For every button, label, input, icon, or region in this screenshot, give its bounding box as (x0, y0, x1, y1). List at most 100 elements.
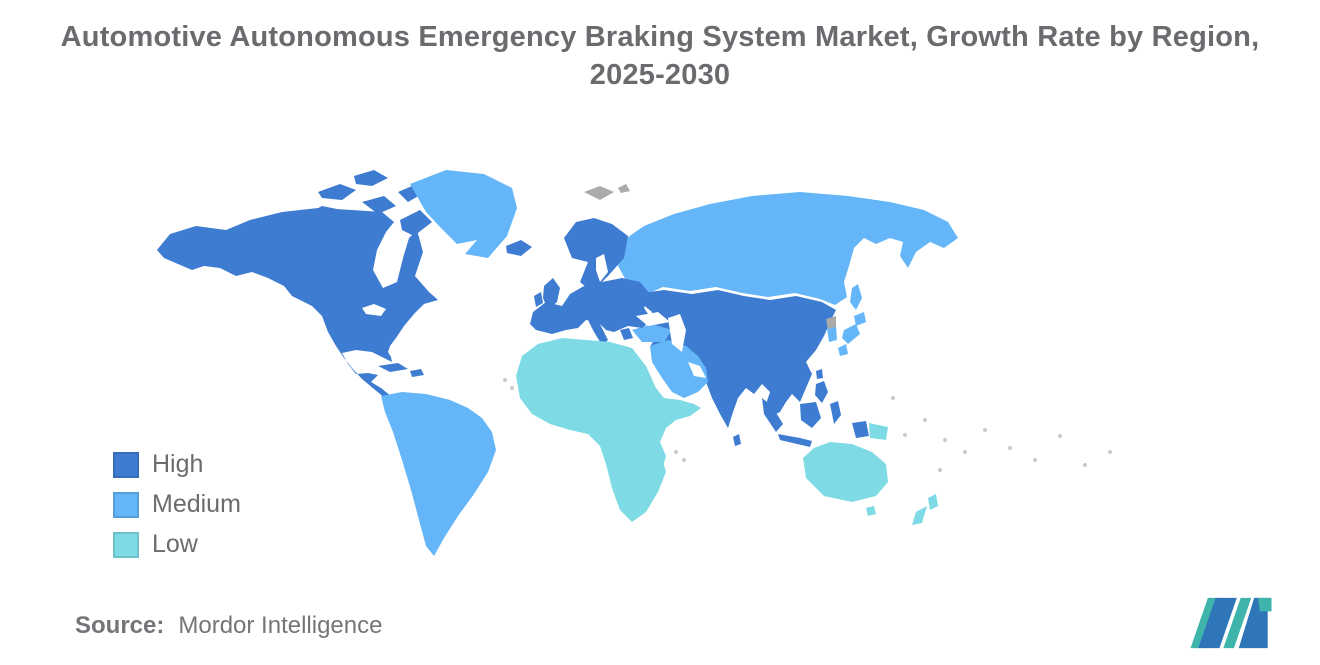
legend-label-low: Low (152, 530, 198, 558)
region-arctic-island-shape (318, 184, 356, 200)
region-iceland-shape (506, 240, 532, 256)
region-papua-new-guinea-shape (869, 423, 888, 440)
region-north-america-shape (157, 208, 438, 409)
great-lakes-water (362, 304, 386, 316)
region-uk-shape (543, 278, 560, 310)
island-dot (943, 438, 947, 442)
island-dot (903, 433, 907, 437)
island-dot (674, 450, 678, 454)
region-philippines-shape (815, 381, 828, 403)
island-dot (983, 428, 987, 432)
region-kyushu-shape (838, 344, 848, 356)
region-europe-mainland-shape (530, 278, 652, 334)
region-europe (506, 218, 652, 345)
region-hokkaido-shape (854, 312, 866, 326)
island-dot (510, 386, 514, 390)
legend-item-low: Low (113, 530, 241, 559)
region-java-shape (778, 434, 812, 447)
baltic-sea-water (596, 254, 608, 282)
region-scandinavia-shape (564, 218, 628, 292)
region-indonesia (762, 398, 869, 447)
legend-label-medium: Medium (152, 490, 241, 518)
region-japan (827, 312, 866, 356)
region-north-america (157, 170, 438, 409)
region-turkey-shape (632, 324, 672, 342)
island-dot (503, 378, 507, 382)
region-arabia-shape (650, 340, 708, 398)
source-attribution: Source: Mordor Intelligence (75, 612, 382, 640)
region-italy-shape (588, 316, 608, 345)
region-south-korea-shape (827, 325, 837, 342)
legend-swatch-low (113, 531, 139, 558)
region-west-papua-shape (852, 421, 869, 438)
legend-swatch-high (113, 451, 139, 478)
region-svalbard-shape (584, 186, 614, 200)
island-dot (938, 468, 942, 472)
island-dot (1108, 450, 1112, 454)
region-new-zealand-north-shape (928, 494, 938, 510)
region-russia-shape (616, 192, 958, 305)
region-papua-new-guinea (869, 423, 888, 440)
region-madagascar-shape (652, 442, 666, 478)
region-africa-shape (516, 338, 701, 522)
water-overlays (362, 254, 706, 378)
region-arctic-island-shape (300, 206, 342, 224)
region-greenland (410, 170, 517, 258)
region-greenland-shape (410, 170, 517, 258)
mordor-intelligence-logo (1190, 597, 1272, 649)
region-arctic-island-shape (362, 196, 396, 214)
region-hispaniola-shape (410, 369, 424, 377)
region-arctic-island-shape (354, 170, 388, 186)
region-novaya-zemlya-shape (668, 212, 698, 236)
region-cuba-shape (378, 363, 408, 372)
legend-label-high: High (152, 450, 204, 478)
region-sulawesi-shape (830, 401, 841, 424)
logo-teal-band-middle (1223, 597, 1252, 649)
persian-gulf-water (688, 362, 706, 378)
region-honshu-shape (842, 324, 860, 344)
region-new-zealand-south-shape (912, 506, 927, 525)
region-taiwan-shape (816, 369, 823, 379)
region-sakhalin-shape (850, 284, 862, 310)
region-borneo-shape (800, 402, 821, 428)
island-dot (1058, 434, 1062, 438)
island-dot (682, 458, 686, 462)
island-dots (503, 378, 1112, 472)
region-svalbard-shape (618, 184, 630, 193)
legend-item-high: High (113, 450, 241, 479)
logo-blue-band-left (1198, 597, 1237, 649)
region-australia-shape (803, 442, 888, 502)
chart-title: Automotive Autonomous Emergency Braking … (0, 18, 1320, 94)
region-asia-shape (636, 290, 836, 428)
island-dot (1033, 458, 1037, 462)
island-dot (963, 450, 967, 454)
black-sea-water (636, 312, 670, 326)
logo-teal-square-top-right (1258, 597, 1272, 612)
region-no-data (584, 184, 836, 329)
source-value: Mordor Intelligence (178, 612, 383, 639)
island-dot (923, 418, 927, 422)
region-sri-lanka-shape (733, 434, 741, 446)
region-north-korea-shape (826, 316, 836, 329)
source-label: Source: (75, 612, 165, 639)
island-dot (1083, 463, 1087, 467)
region-russia (616, 192, 958, 310)
region-south-america (381, 392, 496, 556)
legend-swatch-medium (113, 491, 139, 518)
region-africa (516, 338, 701, 522)
region-sumatra-shape (762, 398, 783, 432)
region-middle-east (632, 324, 708, 398)
island-dot (1008, 446, 1012, 450)
region-south-america-shape (381, 392, 496, 556)
legend: High Medium Low (113, 450, 241, 559)
island-dot (891, 396, 895, 400)
chart-title-line1: Automotive Autonomous Emergency Braking … (60, 21, 1260, 53)
legend-item-medium: Medium (113, 490, 241, 519)
chart-title-line2: 2025-2030 (589, 59, 731, 91)
region-asia (636, 290, 836, 446)
caspian-sea-water (668, 314, 686, 352)
region-greece-shape (620, 328, 633, 340)
region-ireland-shape (534, 292, 543, 307)
